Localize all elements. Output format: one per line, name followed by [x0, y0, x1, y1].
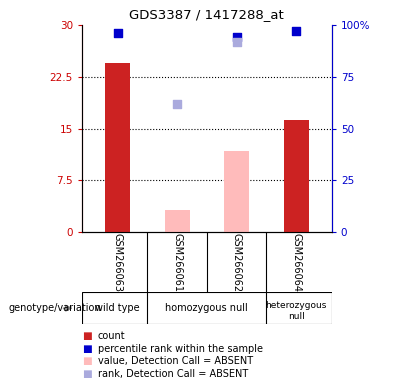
Point — [293, 28, 299, 34]
Text: GSM266062: GSM266062 — [231, 233, 241, 291]
Bar — [165, 210, 189, 232]
Text: ■: ■ — [82, 369, 92, 379]
Title: GDS3387 / 1417288_at: GDS3387 / 1417288_at — [129, 8, 284, 21]
Bar — [105, 63, 130, 232]
Text: count: count — [98, 331, 126, 341]
Text: rank, Detection Call = ABSENT: rank, Detection Call = ABSENT — [98, 369, 248, 379]
Text: wild type: wild type — [95, 303, 140, 313]
Text: ■: ■ — [82, 331, 92, 341]
Text: GDS3387: GDS3387 — [4, 307, 10, 308]
Text: percentile rank within the sample: percentile rank within the sample — [98, 344, 263, 354]
Text: genotype/variation: genotype/variation — [8, 303, 101, 313]
Point — [233, 38, 240, 45]
Text: heterozygous
null: heterozygous null — [265, 301, 327, 321]
Point — [114, 30, 121, 36]
Point — [233, 34, 240, 40]
Text: value, Detection Call = ABSENT: value, Detection Call = ABSENT — [98, 356, 253, 366]
Text: GSM266061: GSM266061 — [172, 233, 182, 291]
Text: homozygous null: homozygous null — [165, 303, 248, 313]
Point — [174, 101, 181, 107]
Text: GSM266064: GSM266064 — [291, 233, 301, 291]
Text: ■: ■ — [82, 344, 92, 354]
Text: GSM266063: GSM266063 — [113, 233, 123, 291]
Bar — [284, 120, 309, 232]
Text: ■: ■ — [82, 356, 92, 366]
Bar — [224, 151, 249, 232]
